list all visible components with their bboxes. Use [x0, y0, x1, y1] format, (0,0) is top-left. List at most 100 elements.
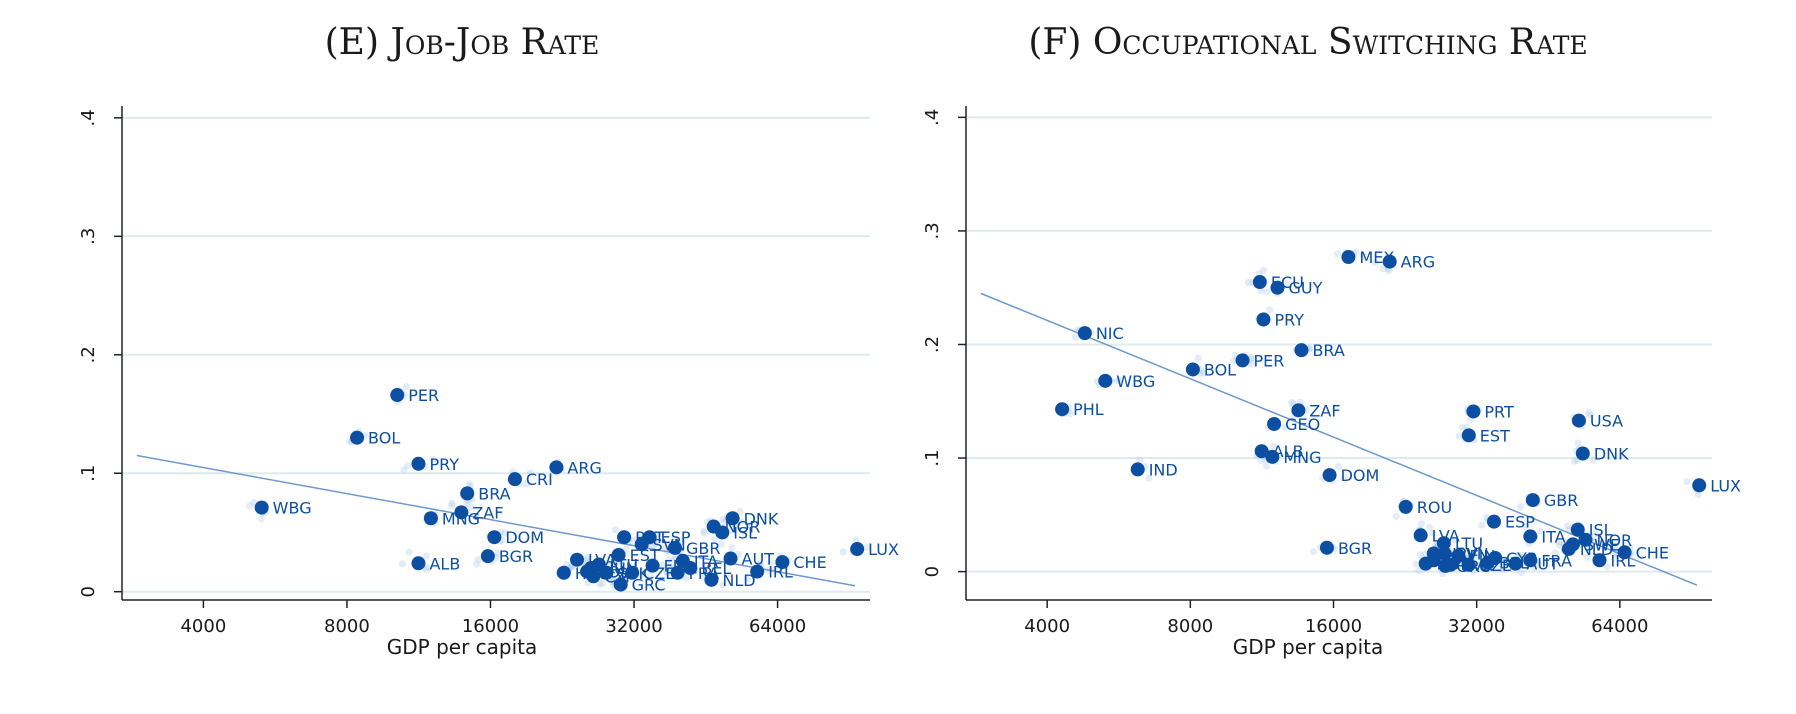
- background-dot: [665, 556, 673, 564]
- point-label-mng: MNG: [1283, 448, 1321, 467]
- background-dot: [1415, 567, 1423, 575]
- point-label-ind: IND: [1149, 460, 1178, 479]
- background-dot: [1230, 357, 1238, 365]
- point-cri: [507, 472, 522, 487]
- point-geo: [1267, 416, 1282, 431]
- point-label-lux: LUX: [868, 540, 899, 559]
- point-label-mng: MNG: [442, 509, 480, 528]
- point-nic: [1077, 326, 1092, 341]
- background-dot: [1556, 538, 1564, 546]
- point-ind: [1130, 462, 1145, 477]
- point-label-cze: CZE: [643, 564, 675, 583]
- point-svn: [634, 537, 649, 552]
- point-label-dnk: DNK: [744, 509, 779, 528]
- point-label-esp: ESP: [1505, 513, 1535, 532]
- point-label-alb: ALB: [1273, 442, 1304, 461]
- y-tick-label: 0: [78, 586, 99, 597]
- point-label-isl: ISL: [1589, 521, 1613, 540]
- background-dot: [1114, 377, 1122, 385]
- background-dot: [638, 568, 646, 576]
- background-dot: [1371, 258, 1379, 267]
- point-guy: [1270, 280, 1285, 295]
- point-alb: [1254, 444, 1269, 459]
- background-dot: [1412, 560, 1420, 568]
- point-bol: [1185, 362, 1200, 377]
- axes: 0 .1 .2 .3 .4 4000 8000 16000 32000 64000: [78, 106, 870, 637]
- x-axis-label-e: GDP per capita: [387, 635, 538, 659]
- background-dot: [1071, 333, 1079, 341]
- point-bol: [350, 430, 365, 445]
- background-dot: [1536, 527, 1544, 535]
- point-zaf: [1291, 403, 1306, 418]
- x-tick-label: 4000: [1024, 616, 1070, 637]
- point-label-grc: GRC: [632, 576, 666, 595]
- background-dot: [664, 569, 672, 577]
- point-label-dom: DOM: [505, 528, 544, 547]
- background-dot: [257, 515, 266, 523]
- background-dot: [1257, 456, 1265, 465]
- background-dot: [671, 535, 679, 543]
- point-arg: [549, 460, 564, 475]
- point-label-lux: LUX: [1710, 476, 1741, 495]
- point-bra: [460, 486, 475, 501]
- background-dot: [743, 575, 751, 583]
- point-alb: [411, 556, 426, 571]
- background-dot: [606, 560, 614, 568]
- point-rou: [1398, 499, 1413, 514]
- background-dot: [1263, 288, 1271, 296]
- point-label-bel: BEL: [701, 559, 731, 578]
- background-dot: [404, 462, 412, 470]
- point-dom: [1322, 468, 1337, 483]
- background-dot: [598, 580, 607, 588]
- background-dot: [405, 548, 413, 556]
- background-dot: [463, 499, 471, 507]
- background-dot: [1694, 491, 1702, 499]
- point-usa: [1571, 413, 1586, 428]
- point-label-grc: GRC: [1456, 557, 1490, 576]
- fit-line: [136, 454, 856, 587]
- background-dot: [1591, 530, 1599, 538]
- point-label-bgr: BGR: [1338, 539, 1372, 558]
- background-dot: [1584, 553, 1592, 562]
- point-irl: [750, 564, 765, 579]
- point-label-bra: BRA: [1312, 341, 1344, 360]
- point-grc: [613, 577, 628, 592]
- background-dot: [1574, 439, 1582, 447]
- background-dot: [700, 529, 709, 538]
- point-bel: [1480, 555, 1495, 570]
- background-dot: [1603, 562, 1611, 570]
- background-dot: [1585, 408, 1593, 416]
- point-label-irl: IRL: [768, 563, 793, 582]
- point-wbg: [254, 500, 269, 515]
- point-dom: [487, 530, 502, 545]
- axes: 0 .1 .2 .3 .4 4000 8000 16000 32000 64000: [922, 106, 1712, 637]
- point-bgr: [480, 549, 495, 564]
- background-dot: [1247, 354, 1256, 362]
- point-pry: [411, 456, 426, 471]
- point-label-ita: ITA: [694, 552, 718, 571]
- point-label-zaf: ZAF: [1309, 401, 1340, 420]
- point-label-pry: PRY: [1274, 310, 1304, 329]
- background-dot: [1281, 423, 1289, 431]
- fit-line: [980, 292, 1698, 586]
- point-label-isl: ISL: [733, 523, 757, 542]
- point-pry: [1256, 312, 1271, 327]
- background-dot: [863, 543, 871, 551]
- point-aut: [723, 551, 738, 566]
- background-dot: [719, 581, 727, 589]
- point-svk: [599, 565, 614, 580]
- background-dot: [245, 502, 254, 510]
- background-dot: [448, 502, 456, 510]
- point-label-nic: NIC: [1096, 324, 1124, 343]
- background-dot: [1244, 279, 1253, 287]
- point-label-geo: GEO: [1285, 415, 1320, 434]
- background-dot: [1385, 266, 1393, 275]
- background-dot: [1570, 457, 1578, 465]
- background-dot: [1340, 473, 1348, 481]
- point-label-prt: PRT: [1484, 402, 1514, 421]
- point-hun: [1418, 556, 1433, 571]
- point-label-swe: SWE: [1584, 535, 1620, 554]
- point-irl: [1592, 553, 1607, 568]
- background-dot: [1416, 551, 1425, 559]
- background-dot: [1266, 306, 1274, 314]
